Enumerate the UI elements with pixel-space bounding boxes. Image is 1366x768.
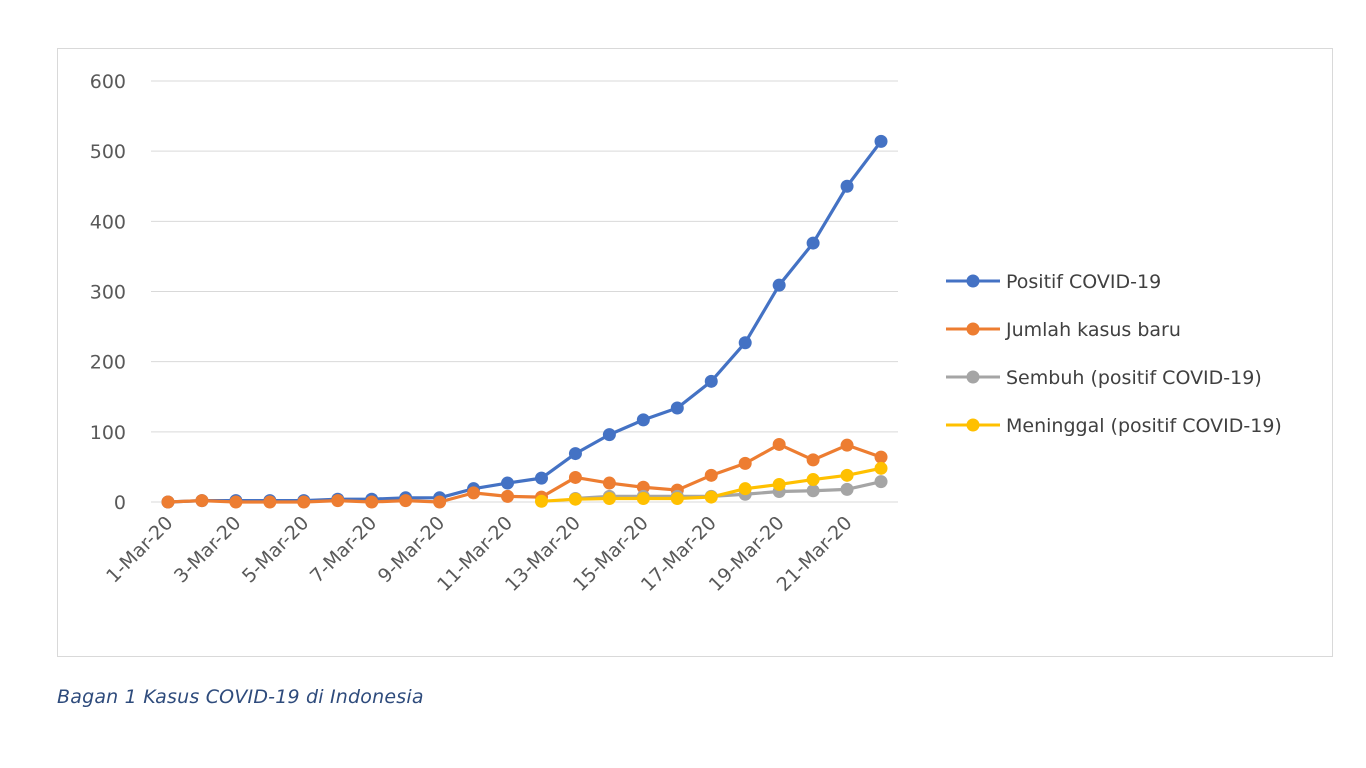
- data-point: [568, 470, 582, 484]
- data-point: [263, 495, 277, 509]
- data-point: [161, 495, 175, 509]
- data-point: [874, 450, 888, 464]
- data-point: [534, 494, 548, 508]
- legend-label-2: Jumlah kasus baru: [1005, 319, 1181, 341]
- legend-label-4: Meninggal (positif COVID-19): [1006, 415, 1282, 437]
- data-point: [704, 490, 718, 504]
- series-line-3: [573, 480, 883, 501]
- series-line-2: [166, 442, 883, 504]
- legend-marker-2: [966, 322, 980, 336]
- x-tick-label: 3-Mar-20: [170, 512, 245, 587]
- data-point: [806, 473, 820, 487]
- y-tick-label: 500: [90, 141, 126, 163]
- legend-marker-1: [966, 274, 980, 288]
- data-point: [738, 456, 752, 470]
- y-tick-label: 300: [90, 282, 126, 304]
- data-point: [602, 491, 616, 505]
- x-tick-label: 7-Mar-20: [306, 512, 381, 587]
- data-point: [874, 461, 888, 475]
- data-point: [399, 494, 413, 508]
- data-point: [670, 491, 684, 505]
- data-point: [704, 468, 718, 482]
- data-point: [772, 477, 786, 491]
- chart-frame: 0 100 200 300 400 500 600 1-Mar-20 3-Mar-20 5-Mar…: [57, 48, 1333, 657]
- y-tick-label: 600: [90, 71, 126, 93]
- data-point: [840, 438, 854, 452]
- y-tick-label: 100: [90, 422, 126, 444]
- data-point: [806, 236, 820, 250]
- data-point: [602, 476, 616, 490]
- data-point: [568, 492, 582, 506]
- figure-caption: Bagan 1 Kasus COVID-19 di Indonesia: [57, 686, 424, 708]
- data-point: [772, 437, 786, 451]
- data-point: [467, 486, 481, 500]
- data-point: [229, 495, 243, 509]
- data-point: [738, 482, 752, 496]
- line-chart: 0 100 200 300 400 500 600 1-Mar-203-Mar-205-Mar…: [90, 71, 1282, 596]
- x-tick-label: 5-Mar-20: [238, 512, 313, 587]
- data-point: [501, 476, 515, 490]
- data-point: [670, 401, 684, 415]
- data-point: [365, 495, 379, 509]
- y-tick-label: 0: [114, 492, 126, 514]
- legend-marker-3: [966, 370, 980, 384]
- data-point: [433, 495, 447, 509]
- data-point: [297, 495, 311, 509]
- data-point: [331, 494, 345, 508]
- data-point: [534, 471, 548, 485]
- data-point: [806, 484, 820, 498]
- data-point: [501, 489, 515, 503]
- data-point: [840, 468, 854, 482]
- data-point: [738, 336, 752, 350]
- data-point: [602, 428, 616, 442]
- data-point: [568, 447, 582, 461]
- legend-label-1: Positif COVID-19: [1006, 271, 1161, 293]
- x-tick-label: 1-Mar-20: [102, 512, 177, 587]
- data-point: [636, 413, 650, 427]
- data-point: [195, 494, 209, 508]
- data-point: [636, 491, 650, 505]
- data-point: [806, 453, 820, 467]
- data-point: [874, 475, 888, 489]
- data-point: [840, 179, 854, 193]
- data-point: [704, 374, 718, 388]
- legend-marker-4: [966, 418, 980, 432]
- data-point: [874, 134, 888, 148]
- y-tick-label: 200: [90, 352, 126, 374]
- y-tick-label: 400: [90, 211, 126, 233]
- data-point: [772, 278, 786, 292]
- data-point: [636, 480, 650, 494]
- data-point: [840, 482, 854, 496]
- legend-label-3: Sembuh (positif COVID-19): [1006, 367, 1262, 389]
